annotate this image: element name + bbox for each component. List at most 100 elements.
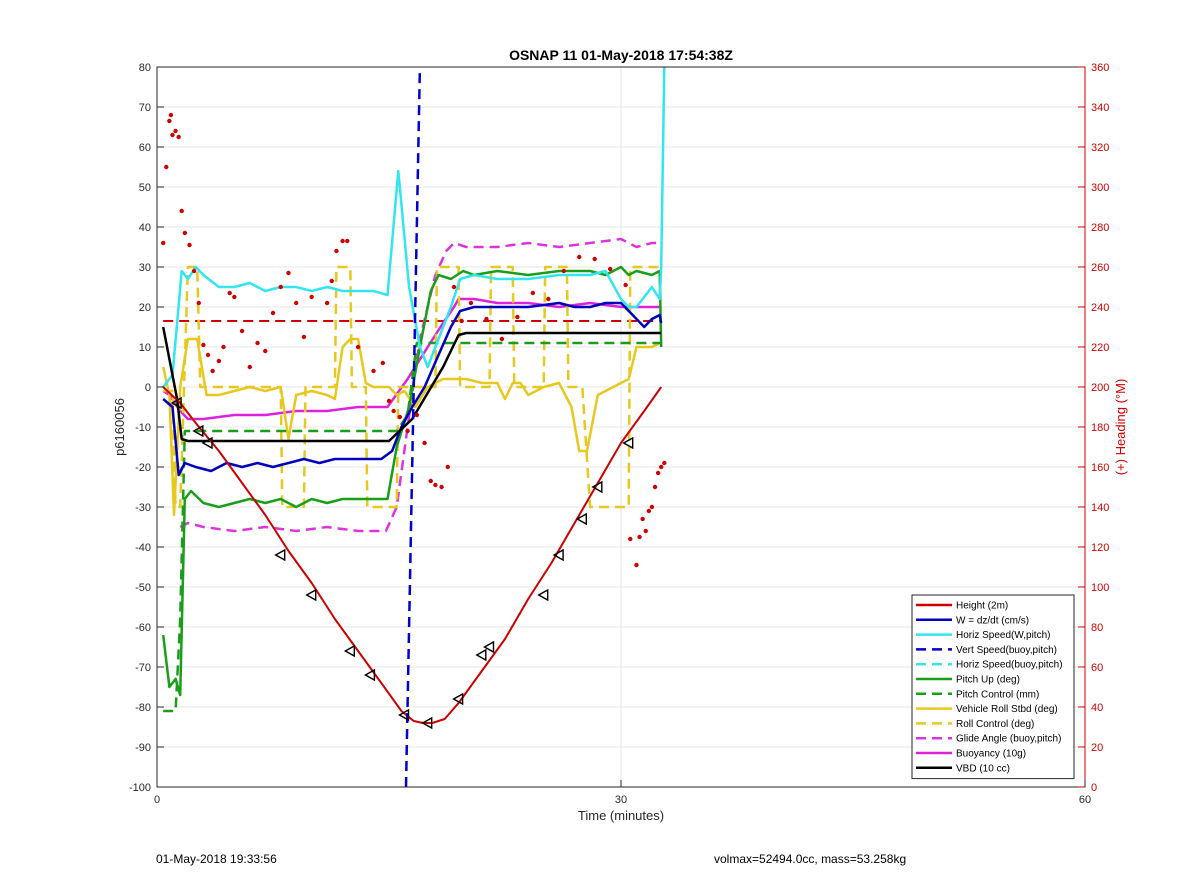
heading-point [607,266,613,272]
y2-tick-label: 140 [1091,502,1109,514]
x-axis-label: Time (minutes) [578,808,664,823]
heading-point [340,238,345,244]
legend-box [911,594,1075,780]
height-marker [274,548,286,562]
series-line-3 [404,66,422,788]
heading-point [170,132,175,138]
heading-point [191,268,197,274]
y-tick-label: 20 [139,302,151,314]
height-marker [575,512,587,526]
heading-point [640,516,645,522]
height-marker [421,716,433,730]
series-line-2 [162,66,666,388]
y-tick-label: -10 [135,422,151,434]
heading-point [196,300,201,306]
heading-point [232,294,237,300]
heading-point [643,528,648,534]
heading-point [445,464,450,470]
y-tick-label: 70 [139,102,151,114]
series-line-10 [162,297,662,421]
heading-point [577,254,582,260]
height-marker [591,480,603,494]
heading-point [515,314,520,320]
y-tick-label: 80 [139,62,151,74]
heading-point [459,318,464,324]
y-tick-label: 10 [139,342,151,354]
heading-point [329,278,334,284]
height-marker [622,436,634,450]
heading-point [201,342,206,348]
right-axis: 3603403203002802602402202001801601401201… [1078,62,1109,794]
heading-point [221,344,226,350]
heading-point [637,534,642,540]
heading-point [649,504,655,510]
heading-point [484,316,489,322]
y2-tick-label: 60 [1091,662,1103,674]
heading-point [646,508,652,514]
heading-point [628,536,633,542]
heading-point [334,248,339,254]
height-marker [170,396,182,410]
y2-tick-label: 220 [1091,342,1109,354]
heading-point [227,290,232,296]
height-marker [483,640,495,654]
y2-tick-label: 200 [1091,382,1109,394]
height-marker [552,548,564,562]
heading-point [182,230,188,236]
legend-label: VBD (10 cc) [956,763,1010,774]
heading-point [561,268,566,274]
series-line-7 [161,337,661,517]
y2-tick-label: 20 [1091,742,1103,754]
heading-point [623,282,628,288]
height-marker [452,692,464,706]
y-tick-label: 40 [139,222,151,234]
legend-label: Height (2m) [956,601,1008,612]
heading-points-layer [160,112,667,568]
heading-point [405,428,410,434]
y-tick-label: -40 [135,542,151,554]
heading-point [173,128,178,134]
legend: Height (2m) W = dz/dt (cm/s) Horiz Speed(W… [911,594,1075,780]
height-marker [398,708,410,722]
series-layer [161,66,666,788]
height-marker [305,588,317,602]
height-markers-layer [170,396,634,730]
legend-label: Glide Angle (buoy,pitch) [956,734,1061,745]
heading-point [301,334,307,340]
heading-point [662,460,667,466]
legend-label: Buoyancy (10g) [956,749,1026,760]
series-line-6 [163,341,662,713]
height-marker [475,648,487,662]
legend-label: Pitch Up (deg) [956,675,1020,686]
heading-point [205,352,211,358]
heading-point [168,112,174,118]
y2-axis-label: (+) Heading (°M) [1113,379,1128,476]
y2-tick-label: 280 [1091,222,1109,234]
y2-tick-label: 40 [1091,702,1103,714]
y2-tick-label: 320 [1091,142,1109,154]
y-tick-label: -70 [135,662,151,674]
series-line-11 [161,326,662,443]
series-line-5 [161,265,663,697]
heading-point [164,164,169,170]
y-tick-label: -30 [135,502,151,514]
y2-tick-label: 160 [1091,462,1109,474]
heading-point [439,484,444,490]
legend-label: Horiz Speed(W,pitch) [956,630,1050,641]
heading-point [286,270,291,276]
heading-point [371,368,376,374]
legend-label: W = dz/dt (cm/s) [956,615,1029,626]
series-line-0 [162,386,663,724]
heading-point [468,300,474,306]
legend-label: Pitch Control (mm) [956,689,1039,700]
height-marker [192,424,204,438]
x-tick-label: 0 [154,794,160,806]
heading-point [414,412,420,418]
y-axis-label: p6160056 [112,398,127,456]
heading-point [380,360,386,366]
heading-point [247,364,252,370]
y2-tick-label: 240 [1091,302,1109,314]
legend-label: Vert Speed(buoy,pitch) [956,645,1057,656]
heading-point [397,414,403,420]
